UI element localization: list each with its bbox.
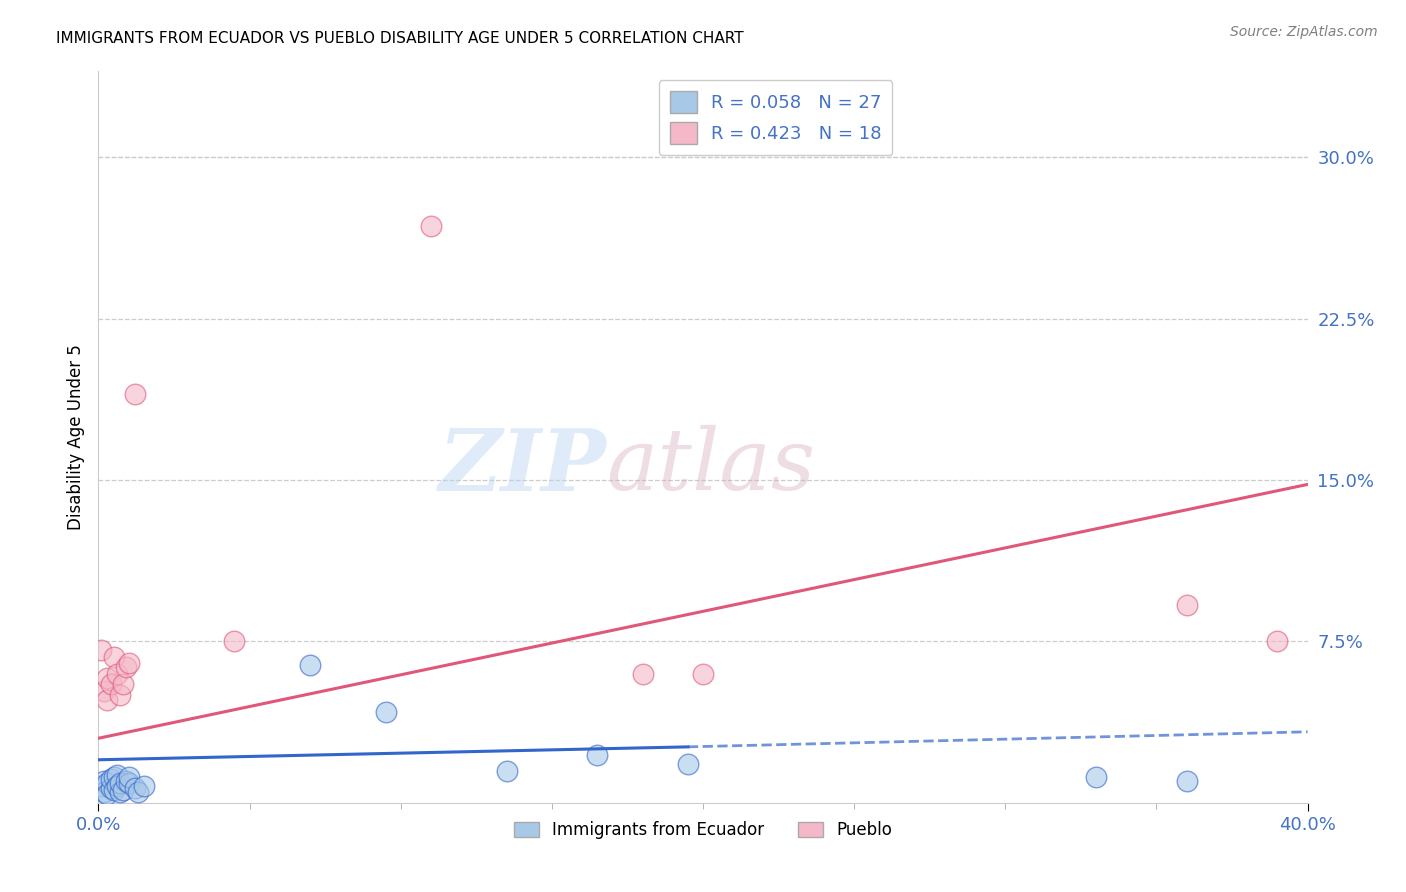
Point — [100, 780, 122, 795]
Point — [124, 387, 146, 401]
Point — [1175, 774, 1198, 789]
Point — [114, 660, 136, 674]
Point — [93, 785, 115, 799]
Point — [374, 706, 396, 720]
Point — [100, 677, 122, 691]
Point — [118, 656, 141, 670]
Point — [103, 783, 125, 797]
Point — [108, 688, 131, 702]
Point — [132, 779, 155, 793]
Point — [103, 649, 125, 664]
Point — [90, 643, 112, 657]
Point — [93, 774, 115, 789]
Point — [90, 779, 112, 793]
Point — [692, 666, 714, 681]
Point — [631, 666, 654, 681]
Point — [105, 768, 128, 782]
Point — [1085, 770, 1108, 784]
Point — [114, 774, 136, 789]
Point — [96, 692, 118, 706]
Point — [224, 634, 246, 648]
Point — [105, 666, 128, 681]
Point — [676, 757, 699, 772]
Point — [1267, 634, 1289, 648]
Point — [108, 785, 131, 799]
Point — [96, 671, 118, 685]
Point — [105, 779, 128, 793]
Point — [111, 677, 134, 691]
Text: IMMIGRANTS FROM ECUADOR VS PUEBLO DISABILITY AGE UNDER 5 CORRELATION CHART: IMMIGRANTS FROM ECUADOR VS PUEBLO DISABI… — [56, 31, 744, 46]
Point — [118, 770, 141, 784]
Point — [96, 776, 118, 790]
Point — [100, 772, 122, 786]
Point — [96, 787, 118, 801]
Text: ZIP: ZIP — [439, 425, 606, 508]
Point — [93, 684, 115, 698]
Point — [299, 658, 322, 673]
Y-axis label: Disability Age Under 5: Disability Age Under 5 — [66, 344, 84, 530]
Point — [586, 748, 609, 763]
Point — [103, 770, 125, 784]
Point — [1175, 598, 1198, 612]
Text: atlas: atlas — [606, 425, 815, 508]
Point — [118, 776, 141, 790]
Point — [108, 776, 131, 790]
Point — [127, 785, 149, 799]
Point — [124, 780, 146, 795]
Legend: Immigrants from Ecuador, Pueblo: Immigrants from Ecuador, Pueblo — [508, 814, 898, 846]
Text: Source: ZipAtlas.com: Source: ZipAtlas.com — [1230, 25, 1378, 39]
Point — [111, 783, 134, 797]
Point — [420, 219, 443, 234]
Point — [495, 764, 517, 778]
